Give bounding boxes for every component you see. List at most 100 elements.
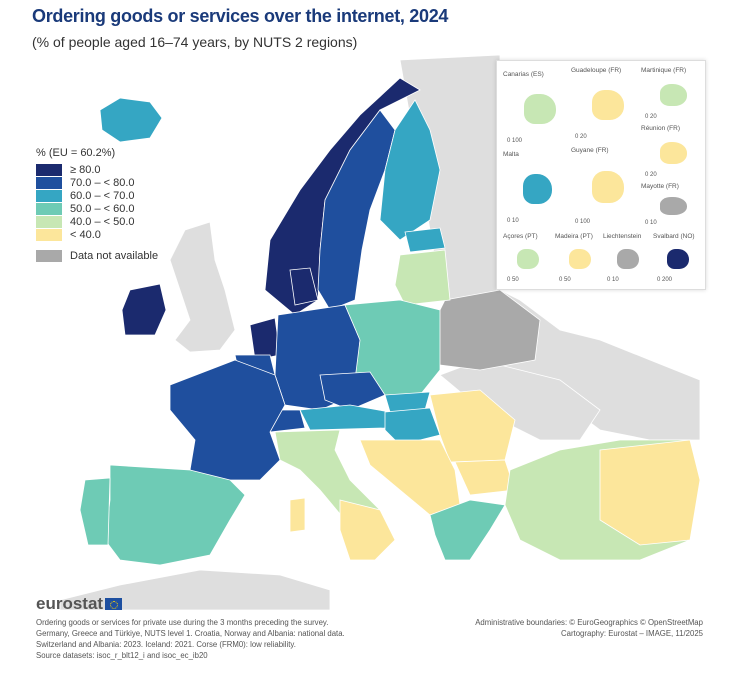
scale-bar: 0 50 [507, 277, 519, 283]
eurostat-logo: eurostat [36, 594, 123, 614]
scale-bar: 0 100 [507, 138, 523, 144]
region-south-italy [339, 499, 396, 561]
boundaries-credit: Administrative boundaries: © EuroGeograp… [475, 618, 703, 627]
inset-map: Mayotte (FR) 0 10 [641, 183, 703, 228]
inset-region-shape [659, 83, 688, 106]
inset-map: Liechtenstein 0 10 [603, 233, 651, 285]
inset-panel: Canarias (ES) 0 100 Guadeloupe (FR) 0 20 Mar… [496, 60, 706, 290]
region-netherlands [249, 317, 281, 361]
region-iceland [99, 97, 163, 143]
inset-map: Guadeloupe (FR) 0 20 [571, 67, 641, 142]
legend-item: 60.0 – < 70.0 [36, 189, 158, 202]
legend-swatch [36, 249, 62, 262]
legend-swatch [36, 215, 62, 228]
scale-bar: 0 20 [575, 134, 587, 140]
region-uk [169, 221, 236, 353]
legend-title: % (EU = 60.2%) [36, 147, 116, 159]
region-france [169, 359, 286, 481]
inset-map: Madeira (PT) 0 50 [555, 233, 603, 285]
inset-region-shape [659, 141, 688, 164]
legend-item: 70.0 – < 80.0 [36, 176, 158, 189]
logo-text: eurostat [36, 594, 104, 613]
scale-bar: 0 10 [645, 220, 657, 226]
legend-label: < 40.0 [70, 228, 101, 241]
region-sardinia [289, 497, 306, 533]
legend-swatch [36, 163, 62, 176]
inset-label: Madeira (PT) [555, 233, 593, 240]
legend-item: < 40.0 [36, 228, 158, 241]
scale-bar: 0 20 [645, 172, 657, 178]
region-bulgaria [454, 459, 516, 496]
inset-map: Açores (PT) 0 50 [503, 233, 551, 285]
inset-map: Réunion (FR) 0 20 [641, 125, 703, 180]
credits: Administrative boundaries: © EuroGeograp… [475, 617, 703, 639]
legend-label: 40.0 – < 50.0 [70, 215, 135, 228]
inset-map: Malta 0 10 [503, 151, 569, 226]
cartography-credit: Cartography: Eurostat – IMAGE, 11/2025 [560, 629, 703, 638]
inset-label: Guyane (FR) [571, 147, 609, 154]
inset-label: Açores (PT) [503, 233, 538, 240]
inset-map: Martinique (FR) 0 20 [641, 67, 703, 122]
map-subtitle: (% of people aged 16–74 years, by NUTS 2… [32, 34, 358, 50]
inset-label: Guadeloupe (FR) [571, 67, 622, 74]
region-austria [299, 404, 391, 431]
region-estonia [404, 227, 446, 253]
legend-item: ≥ 80.0 [36, 163, 158, 176]
region-finland [379, 99, 441, 241]
legend-label: 50.0 – < 60.0 [70, 202, 135, 215]
legend-label: 60.0 – < 70.0 [70, 189, 135, 202]
region-ireland [121, 283, 167, 336]
region-spain [104, 464, 246, 566]
inset-region-shape [569, 248, 591, 270]
legend-item: 40.0 – < 50.0 [36, 215, 158, 228]
region-greece [429, 499, 506, 561]
legend: % (EU = 60.2%) ≥ 80.0 70.0 – < 80.0 60.0 –… [36, 147, 158, 262]
legend-item-not-available: Data not available [36, 249, 158, 262]
legend-swatch [36, 189, 62, 202]
eu-flag-icon [105, 598, 123, 610]
legend-swatch [36, 228, 62, 241]
legend-swatch [36, 202, 62, 215]
region-balkans [359, 439, 461, 516]
region-turkey-east [599, 439, 701, 546]
map-title: Ordering goods or services over the inte… [32, 6, 449, 26]
scale-bar: 0 200 [657, 277, 673, 283]
footnotes: Ordering goods or services for private u… [36, 617, 356, 661]
inset-region-shape [592, 171, 624, 203]
inset-region-shape [524, 93, 556, 124]
inset-map: Guyane (FR) 0 100 [571, 147, 641, 227]
scale-bar: 0 10 [507, 218, 519, 224]
inset-map: Svalbard (NO) 0 200 [653, 233, 701, 285]
scale-bar: 0 50 [559, 277, 571, 283]
inset-label: Martinique (FR) [641, 67, 687, 74]
inset-label: Malta [503, 151, 519, 158]
region-latvia-lithuania [394, 249, 451, 306]
inset-label: Svalbard (NO) [653, 233, 695, 240]
inset-region-shape [522, 173, 553, 204]
scale-bar: 0 100 [575, 219, 591, 225]
region-north-africa [59, 569, 331, 611]
inset-region-shape [617, 248, 639, 270]
region-czechia [319, 371, 386, 411]
region-belarus [429, 289, 541, 371]
inset-region-shape [659, 196, 688, 215]
inset-region-shape [592, 89, 624, 120]
scale-bar: 0 10 [607, 277, 619, 283]
inset-map: Canarias (ES) 0 100 [503, 71, 573, 146]
source-text: Source datasets: isoc_r_blt12_i and isoc… [36, 651, 208, 660]
inset-region-shape [667, 248, 689, 270]
legend-label: ≥ 80.0 [70, 163, 101, 176]
region-sweden [317, 109, 396, 311]
region-denmark [289, 267, 319, 306]
region-portugal [79, 477, 111, 546]
region-hungary [384, 407, 441, 446]
inset-label: Liechtenstein [603, 233, 642, 240]
notes-text: Ordering goods or services for private u… [36, 618, 345, 649]
legend-swatch [36, 176, 62, 189]
region-norway [264, 77, 421, 316]
inset-label: Réunion (FR) [641, 125, 681, 132]
legend-item: 50.0 – < 60.0 [36, 202, 158, 215]
inset-label: Canarias (ES) [503, 71, 544, 78]
